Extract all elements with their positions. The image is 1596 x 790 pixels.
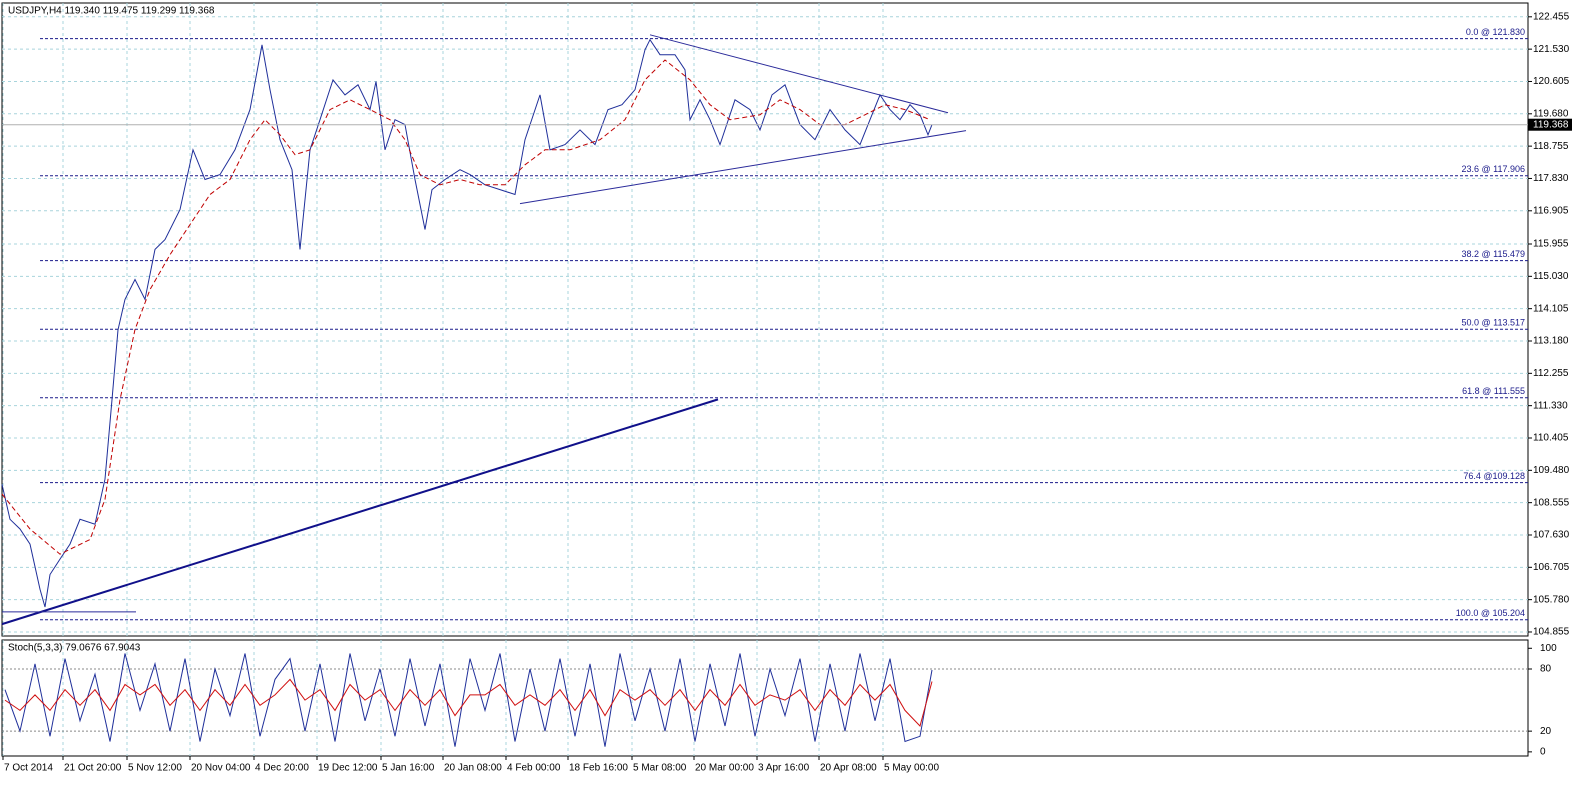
y-tick-label: 112.255 — [1533, 368, 1569, 379]
x-tick-label: 20 Apr 08:00 — [820, 763, 877, 774]
fib-label: 76.4 @109.128 — [1463, 471, 1525, 481]
y-tick-label: 109.480 — [1533, 465, 1570, 476]
y-tick-label: 114.105 — [1533, 303, 1569, 314]
y-tick-label: 0 — [1540, 746, 1546, 757]
y-tick-label: 111.330 — [1533, 400, 1568, 411]
y-tick-label: 116.905 — [1533, 205, 1569, 216]
y-tick-label: 105.780 — [1533, 594, 1570, 605]
y-tick-label: 115.030 — [1533, 271, 1569, 282]
trendline — [1, 398, 719, 626]
series-line — [4, 653, 933, 747]
y-tick-label: 108.555 — [1533, 497, 1570, 508]
plot-frame — [1, 639, 1529, 757]
x-tick-label: 21 Oct 20:00 — [64, 763, 122, 774]
y-tick-label: 80 — [1540, 664, 1552, 675]
trendline — [649, 34, 949, 114]
x-tick-label: 5 May 00:00 — [884, 763, 939, 774]
series-line — [1, 59, 931, 555]
y-tick-label: 104.855 — [1533, 627, 1570, 638]
panel-title: Stoch(5,3,3) 79.0676 67.9043 — [8, 643, 141, 654]
x-tick-label: 7 Oct 2014 — [4, 763, 53, 774]
fib-label: 0.0 @ 121.830 — [1466, 27, 1525, 37]
plot-frame — [1, 2, 1529, 637]
fib-label: 100.0 @ 105.204 — [1456, 608, 1525, 618]
x-tick-label: 20 Jan 08:00 — [444, 763, 502, 774]
series-line — [4, 678, 933, 727]
y-tick-label: 100 — [1540, 643, 1557, 654]
x-tick-label: 4 Dec 20:00 — [255, 763, 309, 774]
fib-label: 61.8 @ 111.555 — [1462, 386, 1525, 396]
fib-label: 50.0 @ 113.517 — [1461, 318, 1525, 328]
x-tick-label: 19 Dec 12:00 — [318, 763, 378, 774]
y-tick-label: 120.605 — [1533, 76, 1570, 87]
y-tick-label: 113.180 — [1533, 336, 1569, 347]
x-tick-label: 20 Nov 04:00 — [191, 763, 251, 774]
last-price-label: 119.368 — [1533, 119, 1569, 130]
fib-label: 23.6 @ 117.906 — [1461, 164, 1525, 174]
x-tick-label: 20 Mar 00:00 — [695, 763, 754, 774]
x-tick-label: 18 Feb 16:00 — [569, 763, 628, 774]
y-tick-label: 20 — [1540, 726, 1552, 737]
y-tick-label: 119.680 — [1533, 108, 1569, 119]
y-tick-label: 121.530 — [1533, 44, 1570, 55]
trendline — [519, 130, 967, 205]
fib-label: 38.2 @ 115.479 — [1461, 249, 1525, 259]
last-price-box — [1528, 118, 1572, 131]
y-tick-label: 115.955 — [1533, 239, 1569, 250]
x-tick-label: 5 Nov 12:00 — [128, 763, 182, 774]
y-tick-label: 122.455 — [1533, 11, 1570, 22]
x-tick-label: 3 Apr 16:00 — [758, 763, 810, 774]
y-tick-label: 107.630 — [1533, 530, 1570, 541]
y-tick-label: 117.830 — [1533, 173, 1569, 184]
y-tick-label: 118.755 — [1533, 141, 1569, 152]
y-tick-label: 110.405 — [1533, 433, 1569, 444]
x-tick-label: 5 Mar 08:00 — [633, 763, 687, 774]
x-tick-label: 5 Jan 16:00 — [382, 763, 435, 774]
series-line — [1, 38, 933, 608]
panel-title: USDJPY,H4 119.340 119.475 119.299 119.36… — [8, 6, 215, 17]
y-tick-label: 106.705 — [1533, 562, 1570, 573]
x-tick-label: 4 Feb 00:00 — [507, 763, 561, 774]
